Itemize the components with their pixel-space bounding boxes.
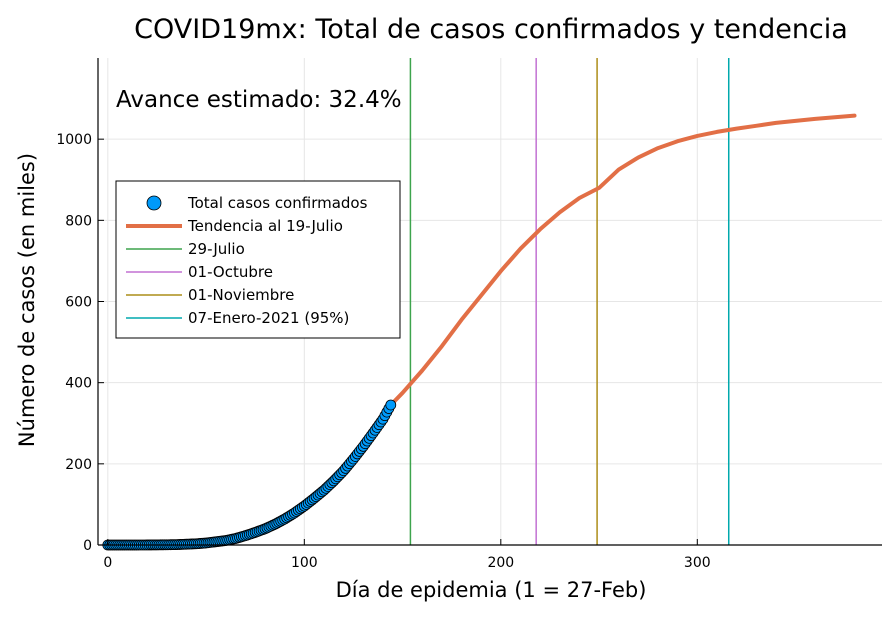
y-tick-label: 400 — [65, 376, 92, 392]
x-tick-label: 0 — [103, 555, 112, 571]
legend: Total casos confirmados Tendencia al 19-J… — [115, 180, 401, 339]
legend-label: Total casos confirmados — [187, 194, 368, 212]
y-tick-label: 800 — [65, 213, 92, 229]
legend-label: 01-Octubre — [188, 263, 273, 281]
chart-title: COVID19mx: Total de casos confirmados y … — [134, 14, 848, 45]
tick-labels: 0 100 200 300 0 200 400 600 800 1000 — [56, 132, 710, 571]
legend-label: 01-Noviembre — [188, 286, 294, 304]
x-axis-label: Día de epidemia (1 = 27-Feb) — [336, 578, 647, 602]
legend-box — [115, 180, 401, 339]
trend-line — [388, 113, 857, 407]
progress-annotation: Avance estimado: 32.4% — [116, 87, 402, 113]
y-tick-label: 1000 — [56, 132, 92, 148]
y-tick-label: 600 — [65, 295, 92, 311]
data-point — [385, 399, 397, 411]
y-tick-label: 0 — [83, 538, 92, 554]
x-tick-label: 200 — [487, 555, 514, 571]
x-tick-label: 300 — [684, 555, 711, 571]
y-tick-label: 200 — [65, 457, 92, 473]
axes — [97, 58, 882, 546]
y-axis-label: Número de casos (en miles) — [15, 153, 39, 447]
confirmed-series — [102, 399, 397, 551]
legend-label: 07-Enero-2021 (95%) — [188, 309, 349, 327]
legend-label: 29-Julio — [188, 240, 245, 258]
legend-label: Tendencia al 19-Julio — [187, 217, 343, 235]
legend-marker-scatter — [146, 195, 162, 211]
trend-series — [388, 113, 857, 407]
vertical-lines — [409, 58, 730, 545]
x-tick-label: 100 — [291, 555, 318, 571]
